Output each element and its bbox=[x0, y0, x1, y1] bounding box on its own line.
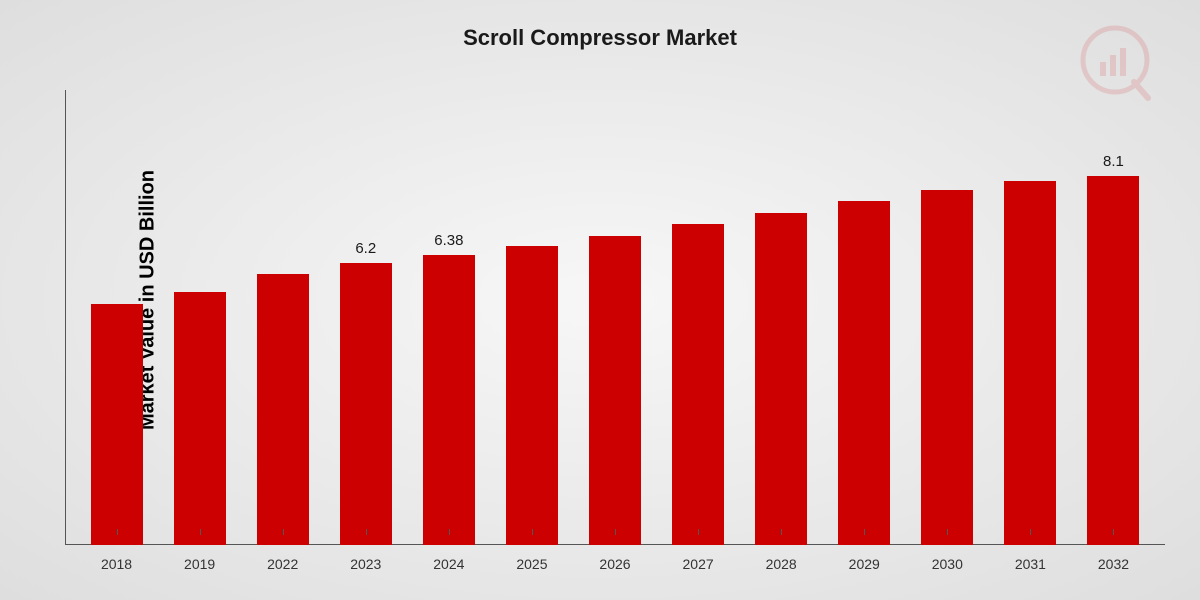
bar bbox=[257, 274, 309, 545]
x-tick-label: 2028 bbox=[740, 556, 823, 572]
bar bbox=[755, 213, 807, 545]
bars-container: 6.2 6.38 8.1 bbox=[65, 90, 1165, 545]
bar bbox=[1087, 176, 1139, 545]
bar bbox=[589, 236, 641, 545]
bar-group: 6.38 bbox=[407, 90, 490, 545]
x-tick-label: 2030 bbox=[906, 556, 989, 572]
bar-group bbox=[823, 90, 906, 545]
x-tick-label: 2018 bbox=[75, 556, 158, 572]
bar bbox=[506, 246, 558, 545]
bar-value-label: 6.2 bbox=[355, 240, 376, 257]
bar-value-label: 8.1 bbox=[1103, 153, 1124, 170]
bar bbox=[91, 304, 143, 545]
chart-container: Scroll Compressor Market Market Value in… bbox=[0, 0, 1200, 600]
x-tick-label: 2022 bbox=[241, 556, 324, 572]
x-ticks-container: 2018201920222023202420252026202720282029… bbox=[65, 556, 1165, 572]
x-tick-label: 2019 bbox=[158, 556, 241, 572]
bar bbox=[340, 263, 392, 545]
bar bbox=[174, 292, 226, 545]
plot-area: 6.2 6.38 8.1 bbox=[65, 90, 1165, 545]
bar-group bbox=[573, 90, 656, 545]
bar-group: 6.2 bbox=[324, 90, 407, 545]
bar bbox=[1004, 181, 1056, 545]
x-tick-label: 2026 bbox=[573, 556, 656, 572]
bar-group bbox=[657, 90, 740, 545]
x-tick-label: 2031 bbox=[989, 556, 1072, 572]
bar-group bbox=[490, 90, 573, 545]
bar bbox=[423, 255, 475, 545]
bar bbox=[838, 201, 890, 545]
bar-group: 8.1 bbox=[1072, 90, 1155, 545]
x-tick-label: 2032 bbox=[1072, 556, 1155, 572]
bar-group bbox=[75, 90, 158, 545]
x-tick-label: 2029 bbox=[823, 556, 906, 572]
x-tick-label: 2023 bbox=[324, 556, 407, 572]
bar-group bbox=[989, 90, 1072, 545]
bar-group bbox=[241, 90, 324, 545]
bar bbox=[921, 190, 973, 545]
chart-title: Scroll Compressor Market bbox=[463, 25, 737, 51]
x-tick-label: 2025 bbox=[490, 556, 573, 572]
bar-group bbox=[158, 90, 241, 545]
bar-group bbox=[740, 90, 823, 545]
x-tick-label: 2024 bbox=[407, 556, 490, 572]
bar-group bbox=[906, 90, 989, 545]
bar-value-label: 6.38 bbox=[434, 232, 463, 249]
x-tick-label: 2027 bbox=[657, 556, 740, 572]
bar bbox=[672, 224, 724, 545]
